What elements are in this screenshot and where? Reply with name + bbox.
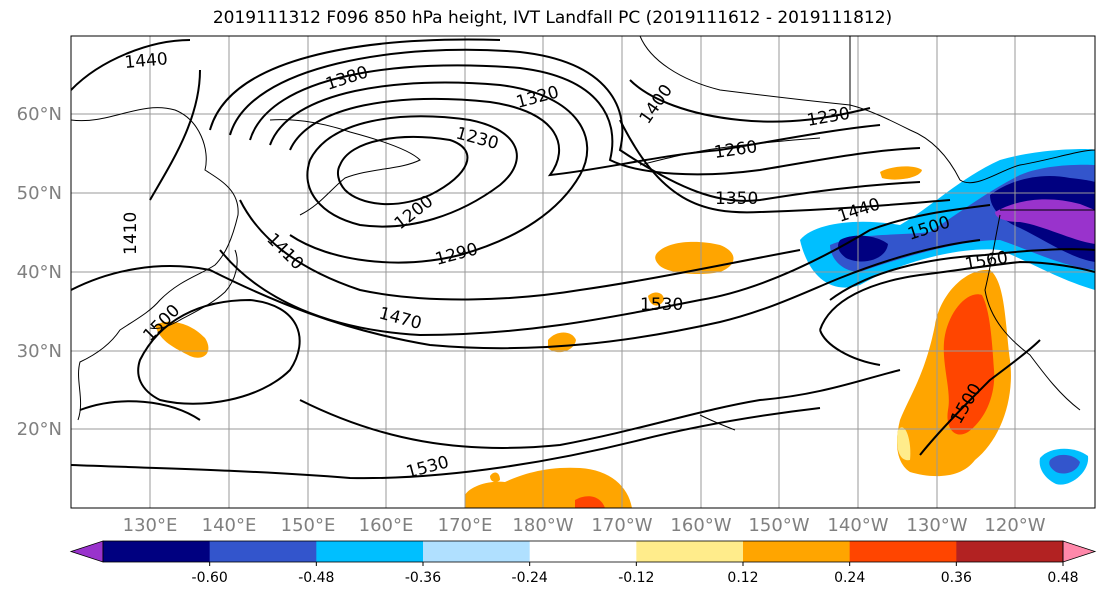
colorbar-segment: [103, 541, 211, 562]
lon-label: 120°W: [984, 515, 1045, 536]
colorbar: -0.60 -0.48 -0.36 -0.24 -0.12 0.12 0.24 0.36 0.4…: [69, 540, 1097, 586]
ivt-shading: [155, 149, 1095, 508]
colorbar-segment: [956, 541, 1064, 562]
colorbar-tick-label: -0.36: [405, 570, 441, 586]
contour-1230-ak: [629, 79, 871, 123]
lon-label: 160°E: [359, 515, 414, 536]
lon-label: 150°W: [748, 515, 809, 536]
map-border: [70, 35, 1096, 509]
ivt-positive-hawaii-2: [648, 292, 664, 306]
colorbar-border: [102, 540, 1064, 563]
coast-kamchatka: [269, 119, 421, 216]
colorbar-tick-label: -0.48: [298, 570, 334, 586]
colorbar-extend-max: [1062, 540, 1097, 563]
coast-asia: [71, 107, 239, 421]
contour-1380: [209, 38, 951, 214]
contour-1530: [79, 369, 901, 449]
contour-1230: [306, 115, 518, 228]
colorbar-tick-label: 0.36: [941, 570, 972, 586]
colorbar-segment: [636, 541, 744, 562]
height-contours: [71, 38, 1095, 480]
coast-na-west: [984, 214, 1081, 411]
contour-1470: [71, 239, 981, 350]
coast-aleutians: [639, 137, 821, 166]
contour-label: 1410: [121, 212, 141, 255]
contour-1500-ca: [919, 339, 1041, 456]
lat-label: 50°N: [17, 183, 62, 204]
lat-label: 30°N: [17, 341, 62, 362]
latitude-labels: 60°N 50°N 40°N 30°N 20°N: [17, 104, 62, 440]
ivt-positive-hawaii-1: [655, 241, 734, 274]
contour-1350: [229, 48, 921, 202]
colorbar-segment: [529, 541, 637, 562]
colorbar-segment: [316, 541, 424, 562]
ivt-positive-alaska: [880, 166, 922, 180]
colorbar-tick-label: 0.48: [1047, 570, 1078, 586]
colorbar-extend-min: [69, 540, 104, 563]
ivt-negative-se-core: [1049, 454, 1080, 474]
lon-label: 140°W: [827, 515, 888, 536]
map-title: 2019111312 F096 850 hPa height, IVT Land…: [212, 8, 893, 28]
contour-1290: [269, 81, 589, 264]
lon-label: 180°W: [512, 515, 573, 536]
colorbar-segment: [423, 541, 531, 562]
colorbar-tick-label: 0.12: [727, 570, 758, 586]
contour-1500-east: [829, 248, 1095, 301]
contour-1320: [249, 64, 921, 176]
lon-label: 170°W: [591, 515, 652, 536]
contour-1410: [149, 69, 801, 301]
colorbar-segment: [743, 541, 851, 562]
ivt-positive-core: [943, 294, 995, 435]
lon-label: 130°E: [123, 515, 178, 536]
coast-alaska: [639, 36, 1095, 184]
colorbar-tick-label: 0.24: [834, 570, 865, 586]
lon-label: 160°W: [670, 515, 731, 536]
contour-1500: [137, 298, 301, 405]
colorbar-tick-label: -0.24: [512, 570, 548, 586]
contour-label: 1530: [640, 295, 683, 315]
contour-label: 1350: [715, 189, 758, 209]
lat-label: 40°N: [17, 262, 62, 283]
colorbar-tick-label: -0.12: [618, 570, 654, 586]
ivt-positive-fringe: [897, 427, 911, 461]
lat-label: 20°N: [17, 419, 62, 440]
contour-1530-south: [71, 407, 821, 480]
coastlines: [71, 36, 1095, 431]
ivt-positive-bottom-2: [490, 472, 500, 483]
lon-label: 150°E: [281, 515, 336, 536]
lon-label: 130°W: [906, 515, 967, 536]
lat-label: 60°N: [17, 104, 62, 125]
colorbar-tick-label: -0.60: [192, 570, 228, 586]
lon-label: 140°E: [202, 515, 257, 536]
colorbar-segment: [849, 541, 957, 562]
contour-1200: [336, 136, 469, 206]
longitude-labels: 130°E 140°E 150°E 160°E 170°E 180°W 170°…: [123, 515, 1046, 536]
contour-1260: [289, 97, 881, 177]
lon-label: 170°E: [438, 515, 493, 536]
contour-1560: [819, 260, 1095, 366]
ivt-positive-japan: [155, 321, 209, 358]
ivt-positive-bottom-core: [575, 496, 605, 508]
colorbar-segment: [209, 541, 317, 562]
contour-label: 1440: [124, 49, 169, 73]
